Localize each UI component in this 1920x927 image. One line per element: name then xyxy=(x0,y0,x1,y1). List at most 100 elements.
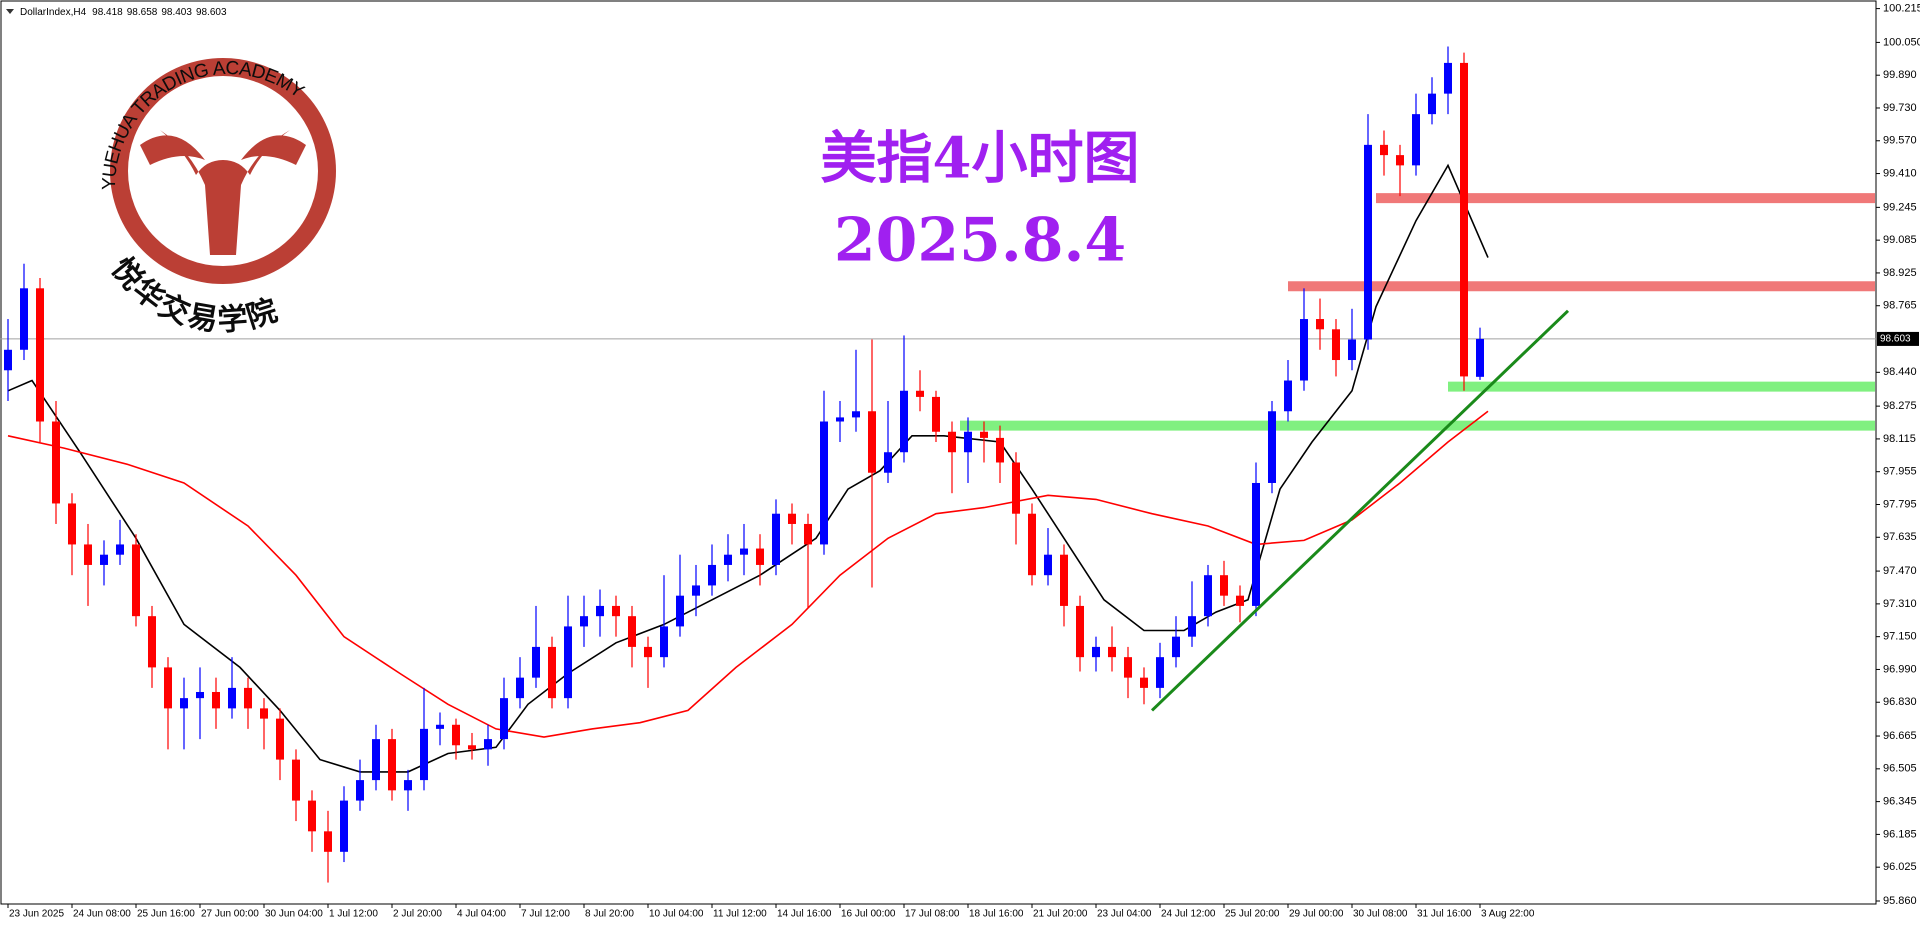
candle-body xyxy=(68,503,76,545)
candle-body xyxy=(884,452,892,473)
price-label: 98.603 xyxy=(1880,334,1911,345)
candle-body xyxy=(660,626,668,658)
candle-body xyxy=(340,800,348,852)
y-tick-label: 96.830 xyxy=(1883,696,1917,708)
candle-body xyxy=(228,687,236,709)
candle-body xyxy=(900,390,908,453)
y-tick-label: 99.890 xyxy=(1883,69,1917,81)
candle-body xyxy=(244,687,252,709)
candle-body xyxy=(180,698,188,709)
y-tick-label: 97.955 xyxy=(1883,466,1917,478)
candle-body xyxy=(1204,575,1212,617)
candle-body xyxy=(1076,605,1084,658)
candle-body xyxy=(292,759,300,801)
candle-body xyxy=(308,800,316,832)
y-tick-label: 96.505 xyxy=(1883,763,1917,775)
candle-body xyxy=(1252,482,1260,606)
candle-body xyxy=(788,513,796,524)
candle-body xyxy=(1124,657,1132,678)
candle-body xyxy=(500,698,508,740)
candle-body xyxy=(1172,636,1180,658)
candle-body xyxy=(212,691,220,709)
x-tick-label: 30 Jul 08:00 xyxy=(1353,909,1408,920)
candle-body xyxy=(868,411,876,473)
x-tick-label: 18 Jul 16:00 xyxy=(969,909,1024,920)
candle-body xyxy=(948,431,956,453)
candle-body xyxy=(36,288,44,422)
trend-line xyxy=(1150,309,1570,712)
x-tick-label: 17 Jul 08:00 xyxy=(905,909,960,920)
watermark-logo: YUEHUA TRADING ACADEMY 悦华交易学院 xyxy=(99,58,336,338)
candle-body xyxy=(1412,114,1420,166)
candle-body xyxy=(1220,575,1228,596)
candle-body xyxy=(260,708,268,719)
candle-body xyxy=(740,548,748,555)
candle-body xyxy=(1364,144,1372,340)
candle-body xyxy=(1300,319,1308,381)
x-tick-label: 2 Jul 20:00 xyxy=(393,909,442,920)
logo-ring xyxy=(110,58,336,284)
y-tick-label: 98.765 xyxy=(1883,300,1917,312)
candle-body xyxy=(1188,616,1196,637)
candle-body xyxy=(52,421,60,504)
candle-body xyxy=(724,554,732,565)
candle-body xyxy=(836,417,844,422)
y-tick-label: 96.025 xyxy=(1883,861,1917,873)
candle-body xyxy=(980,431,988,438)
x-tick-label: 23 Jun 2025 xyxy=(9,909,64,920)
candle-body xyxy=(1268,411,1276,483)
x-tick-label: 14 Jul 16:00 xyxy=(777,909,832,920)
candle-body xyxy=(932,396,940,432)
x-tick-label: 10 Jul 04:00 xyxy=(649,909,704,920)
candle-body xyxy=(516,677,524,699)
candle-body xyxy=(612,605,620,617)
x-tick-label: 27 Jun 00:00 xyxy=(201,909,259,920)
candle-body xyxy=(420,728,428,781)
candle-body xyxy=(596,605,604,617)
candle-body xyxy=(148,616,156,668)
x-tick-label: 30 Jun 04:00 xyxy=(265,909,323,920)
candle-body xyxy=(1428,93,1436,115)
candle-body xyxy=(996,437,1004,463)
header-open: 98.418 xyxy=(92,7,123,18)
candle-body xyxy=(20,288,28,350)
y-tick-label: 99.410 xyxy=(1883,167,1917,179)
candle-body xyxy=(756,548,764,565)
y-tick-label: 97.310 xyxy=(1883,598,1917,610)
y-tick-label: 100.050 xyxy=(1883,36,1920,48)
candle-body xyxy=(1476,338,1484,377)
candle-body xyxy=(1028,513,1036,576)
candle-body xyxy=(324,831,332,852)
candle-body xyxy=(1444,62,1452,94)
x-tick-label: 29 Jul 00:00 xyxy=(1289,909,1344,920)
y-tick-label: 99.570 xyxy=(1883,135,1917,147)
candle-body xyxy=(1332,329,1340,361)
candle-body xyxy=(676,595,684,627)
candle-body xyxy=(548,646,556,699)
x-tick-label: 3 Aug 22:00 xyxy=(1481,909,1535,920)
symbol: DollarIndex,H4 xyxy=(20,7,87,18)
candle-body xyxy=(1092,646,1100,658)
logo-leaves xyxy=(140,135,306,165)
y-tick-label: 96.665 xyxy=(1883,730,1917,742)
candle-body xyxy=(1460,62,1468,377)
candle-body xyxy=(708,564,716,586)
candle-body xyxy=(100,554,108,565)
candle-body xyxy=(1012,462,1020,514)
y-tick-label: 98.275 xyxy=(1883,400,1917,412)
candle-body xyxy=(132,544,140,617)
candle-body xyxy=(468,745,476,750)
candle-body xyxy=(276,718,284,760)
y-tick-label: 100.215 xyxy=(1883,3,1920,15)
candle-body xyxy=(4,349,12,371)
x-tick-label: 23 Jul 04:00 xyxy=(1097,909,1152,920)
header-close: 98.603 xyxy=(196,7,227,18)
candle-body xyxy=(84,544,92,565)
candle-body xyxy=(1396,155,1404,166)
candle-body xyxy=(404,780,412,791)
header-low: 98.403 xyxy=(161,7,192,18)
y-tick-label: 98.115 xyxy=(1883,433,1916,445)
candle-body xyxy=(964,431,972,453)
candle-body xyxy=(484,739,492,750)
candle-body xyxy=(1284,380,1292,412)
